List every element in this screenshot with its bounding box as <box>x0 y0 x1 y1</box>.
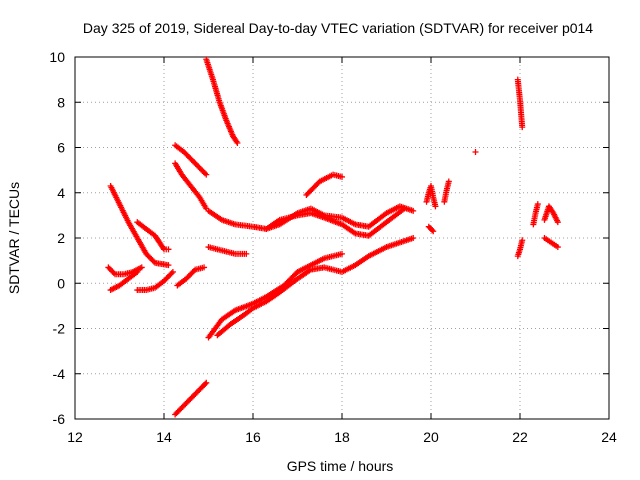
data-point <box>138 264 145 271</box>
y-tick-label: 8 <box>57 94 65 110</box>
data-point <box>401 205 408 212</box>
y-tick-label: 6 <box>57 140 65 156</box>
series-arc-d2 <box>263 205 408 239</box>
x-tick-label: 20 <box>423 429 439 445</box>
series-arc-a5 <box>134 268 176 294</box>
series-arc-a4 <box>107 268 141 294</box>
y-tick-label: 0 <box>57 275 65 291</box>
x-tick-label: 22 <box>512 429 528 445</box>
data-point <box>472 149 479 156</box>
series-arc-a1 <box>107 182 172 269</box>
x-tick-label: 24 <box>601 429 617 445</box>
data-point <box>243 250 250 257</box>
y-tick-label: 4 <box>57 185 65 201</box>
data-point <box>519 124 526 131</box>
series-arc-i2 <box>541 203 561 226</box>
data-point <box>430 228 437 235</box>
series-arc-d3 <box>303 171 345 199</box>
series-arc-e2 <box>214 235 417 339</box>
series-arc-f2 <box>425 223 437 235</box>
series-arc-b1 <box>174 264 208 289</box>
series-arc-f3 <box>441 178 452 205</box>
data-marks <box>105 56 561 418</box>
series-arc-a3 <box>105 264 145 278</box>
y-tick-label: 2 <box>57 230 65 246</box>
x-axis-label: GPS time / hours <box>287 458 394 474</box>
series-arc-h1 <box>514 76 526 131</box>
data-point <box>190 267 197 274</box>
data-point <box>445 178 452 185</box>
data-point <box>554 219 561 226</box>
y-tick-label: -6 <box>53 411 66 427</box>
series-arc-b2 <box>172 142 210 178</box>
data-point <box>201 264 208 271</box>
data-point <box>429 227 436 234</box>
x-tick-label: 14 <box>156 429 172 445</box>
data-point <box>202 380 209 387</box>
series-arc-b4 <box>172 379 210 418</box>
series-arc-b3 <box>172 160 210 212</box>
series-arc-i3 <box>541 235 561 251</box>
series-arc-g1 <box>472 149 479 156</box>
data-point <box>234 139 241 146</box>
x-tick-label: 16 <box>245 429 261 445</box>
series-arc-c1 <box>203 56 241 146</box>
x-tick-label: 18 <box>334 429 350 445</box>
data-point <box>168 270 175 277</box>
series-arc-h2 <box>514 237 526 260</box>
series-arc-d1 <box>205 203 417 232</box>
data-point <box>203 379 210 386</box>
data-point <box>165 246 172 253</box>
series-arc-a2 <box>134 219 172 253</box>
data-point <box>339 250 345 257</box>
chart-title: Day 325 of 2019, Sidereal Day-to-day VTE… <box>83 20 593 36</box>
series-arc-f1 <box>423 182 439 210</box>
series-arc-i1 <box>530 201 541 228</box>
data-point <box>534 201 541 208</box>
data-point <box>169 268 176 275</box>
data-point <box>432 203 439 210</box>
y-tick-label: -4 <box>53 366 66 382</box>
grid-lines <box>75 57 609 419</box>
y-tick-label: -2 <box>53 321 66 337</box>
data-point <box>134 268 141 275</box>
data-point <box>519 237 526 244</box>
data-point <box>410 235 417 241</box>
series-arc-c2 <box>205 244 250 257</box>
data-point <box>203 171 210 178</box>
data-point <box>339 173 345 180</box>
data-point <box>165 262 172 269</box>
y-axis-label: SDTVAR / TECUs <box>6 182 22 294</box>
y-tick-label: 10 <box>49 49 65 65</box>
data-point <box>554 244 561 251</box>
data-point <box>410 207 417 214</box>
x-tick-label: 12 <box>67 429 83 445</box>
